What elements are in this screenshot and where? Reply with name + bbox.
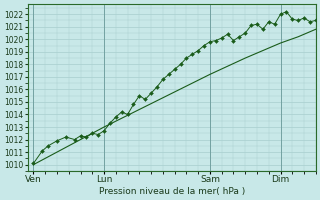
X-axis label: Pression niveau de la mer( hPa ): Pression niveau de la mer( hPa ) xyxy=(99,187,245,196)
